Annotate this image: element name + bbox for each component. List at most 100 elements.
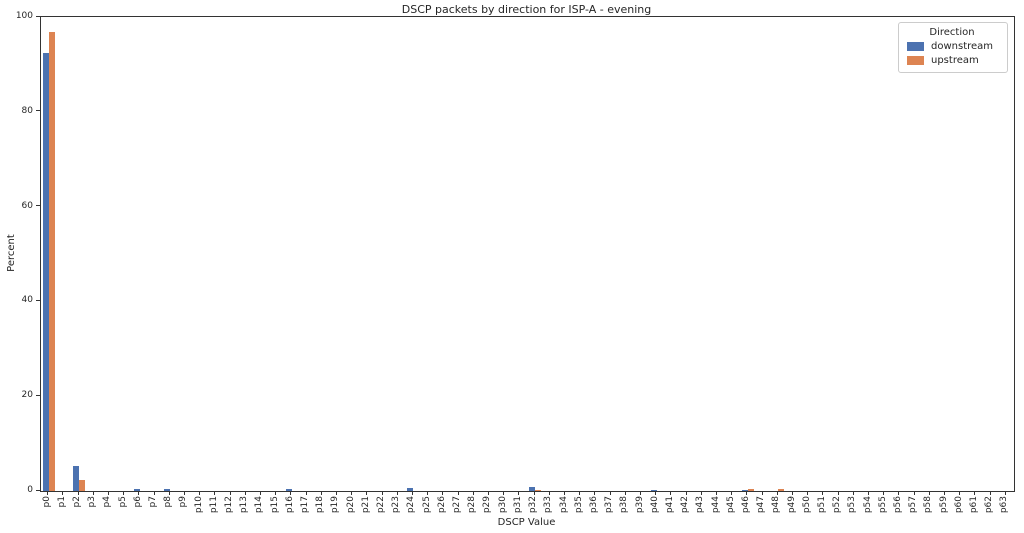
x-tick-label: p51 <box>816 496 827 514</box>
x-tick-label: p58 <box>923 496 934 514</box>
x-tick-mark <box>609 491 611 495</box>
bar-upstream-p32 <box>535 489 542 491</box>
x-tick-mark <box>852 491 854 495</box>
y-tick-mark <box>36 394 40 396</box>
x-tick-mark <box>305 491 307 495</box>
x-tick-label: p53 <box>847 496 858 514</box>
bar-downstream-p24 <box>407 488 414 491</box>
x-tick-label: p41 <box>664 496 675 514</box>
x-tick-label: p45 <box>725 496 736 514</box>
x-tick-mark <box>396 491 398 495</box>
x-tick-label: p48 <box>771 496 782 514</box>
legend-entry-upstream: upstream <box>907 55 997 66</box>
x-tick-label: p17 <box>300 496 311 514</box>
y-axis-label: Percent <box>6 234 17 272</box>
x-tick-label: p36 <box>588 496 599 514</box>
y-tick-label: 20 <box>21 390 33 401</box>
x-tick-mark <box>533 491 535 495</box>
y-tick-mark <box>36 299 40 301</box>
y-tick-label: 0 <box>27 485 33 495</box>
x-tick-label: p50 <box>801 496 812 514</box>
x-tick-label: p43 <box>695 496 706 514</box>
x-tick-mark <box>959 491 961 495</box>
x-tick-label: p55 <box>877 496 888 514</box>
x-tick-mark <box>913 491 915 495</box>
x-tick-mark <box>579 491 581 495</box>
y-tick-mark <box>36 15 40 17</box>
x-tick-mark <box>548 491 550 495</box>
x-tick-mark <box>716 491 718 495</box>
x-tick-mark <box>351 491 353 495</box>
x-tick-mark <box>229 491 231 495</box>
x-tick-label: p22 <box>376 496 387 514</box>
bars-layer <box>41 17 1014 491</box>
x-tick-mark <box>564 491 565 495</box>
x-tick-mark <box>62 491 64 495</box>
x-tick-mark <box>472 491 474 495</box>
x-tick-mark <box>792 491 794 495</box>
x-tick-label: p32 <box>528 496 539 514</box>
y-tick-label: 100 <box>15 11 33 21</box>
x-tick-mark <box>123 491 125 495</box>
legend-entry-downstream: downstream <box>907 41 997 52</box>
x-tick-label: p44 <box>710 496 721 514</box>
x-tick-label: p38 <box>619 496 630 514</box>
x-tick-mark <box>503 491 505 495</box>
legend-title: Direction <box>929 27 975 38</box>
x-tick-mark <box>442 491 444 495</box>
x-tick-label: p12 <box>224 496 235 514</box>
x-tick-label: p26 <box>436 496 447 514</box>
x-tick-mark <box>183 491 185 495</box>
x-tick-label: p59 <box>938 496 949 514</box>
bar-downstream-p0 <box>42 52 49 491</box>
x-tick-label: p2 <box>72 496 82 508</box>
legend: Direction downstream upstream <box>898 22 1008 73</box>
x-tick-mark <box>47 491 49 495</box>
x-tick-mark <box>77 491 79 495</box>
bar-downstream-p32 <box>529 487 536 491</box>
x-tick-label: p54 <box>862 496 873 514</box>
x-tick-label: p31 <box>512 496 523 514</box>
x-tick-mark <box>731 491 733 495</box>
x-tick-mark <box>199 491 201 495</box>
x-tick-mark <box>138 491 140 495</box>
x-tick-label: p3 <box>87 496 98 508</box>
x-tick-label: p62 <box>984 496 995 514</box>
y-tick-mark <box>36 205 40 207</box>
x-tick-mark <box>928 491 930 495</box>
x-tick-mark <box>411 491 413 495</box>
x-tick-mark <box>685 491 687 495</box>
x-tick-label: p16 <box>284 496 295 514</box>
x-tick-mark <box>259 491 261 495</box>
bar-upstream-p48 <box>778 489 785 491</box>
x-tick-label: p61 <box>968 496 979 514</box>
x-tick-label: p37 <box>604 496 615 514</box>
x-tick-mark <box>107 491 109 495</box>
x-tick-label: p18 <box>315 496 326 514</box>
x-tick-label: p56 <box>892 496 903 514</box>
x-tick-label: p8 <box>163 496 174 508</box>
x-tick-label: p57 <box>908 496 919 514</box>
x-tick-mark <box>868 491 870 495</box>
legend-label-downstream: downstream <box>931 41 994 52</box>
chart-title: DSCP packets by direction for ISP-A - ev… <box>401 3 652 16</box>
x-tick-mark <box>822 491 824 495</box>
x-tick-label: p46 <box>740 496 751 514</box>
x-tick-mark <box>92 491 94 495</box>
x-tick-label: p35 <box>573 496 584 514</box>
x-tick-mark <box>244 491 246 495</box>
x-tick-mark <box>761 491 763 495</box>
x-tick-label: p29 <box>482 496 493 514</box>
x-tick-label: p23 <box>391 496 402 514</box>
bar-downstream-p2 <box>72 466 79 491</box>
x-tick-mark <box>837 491 839 495</box>
legend-swatch-downstream-icon <box>907 42 924 51</box>
x-tick-mark <box>655 491 657 495</box>
x-tick-label: p33 <box>543 496 554 514</box>
x-tick-label: p27 <box>452 496 463 514</box>
x-tick-mark <box>487 491 489 495</box>
x-tick-mark <box>290 491 292 495</box>
x-tick-mark <box>700 491 702 495</box>
x-tick-mark <box>807 491 809 495</box>
x-tick-label: p39 <box>634 496 645 514</box>
